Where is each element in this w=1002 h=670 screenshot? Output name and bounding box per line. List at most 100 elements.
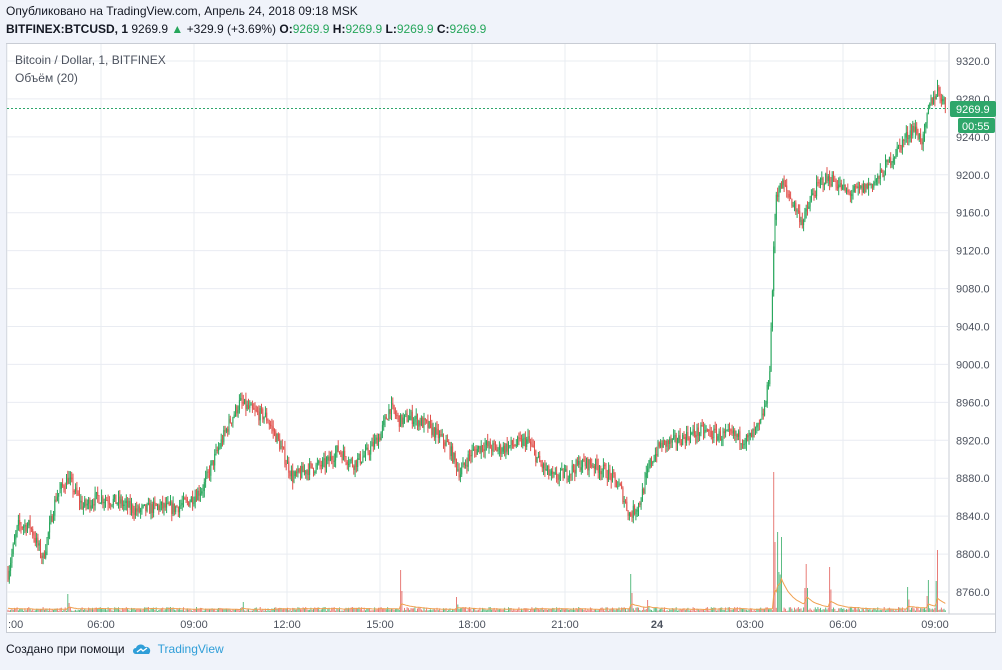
candle-body [102,496,104,504]
brand-link[interactable]: TradingView [131,642,224,656]
volume-bar [838,608,840,612]
volume-bar [423,607,425,612]
volume-bar [944,610,946,612]
volume-bar [518,607,520,612]
volume-bar [764,608,766,612]
candle-body [592,466,594,468]
candle-body [809,200,811,207]
volume-bar [916,607,918,612]
volume-bar [892,609,894,612]
candle-body [706,429,708,431]
volume-bar [926,596,928,612]
candle-body [666,440,668,447]
volume-bar [32,609,34,612]
volume-bar [511,610,513,612]
volume-bar [566,608,568,612]
volume-bar [504,607,506,612]
volume-bar [46,608,48,612]
volume-bar [489,607,491,612]
candle-body [233,414,235,418]
volume-bar [479,607,481,612]
time-tick-label: 12:00 [273,619,301,631]
candle-body [907,132,909,139]
candle-body [567,478,569,480]
volume-bar [106,610,108,612]
candle-body [363,455,365,457]
chart-frame[interactable] [6,43,996,633]
volume-bar [215,610,217,612]
candle-body [366,447,368,450]
time-tick-label: 09:00 [921,619,949,631]
volume-bar [560,609,561,612]
candle-body [510,440,512,446]
candle-body [193,502,195,505]
volume-bar [118,607,119,612]
volume-bar [142,609,144,612]
candle-body [704,429,706,434]
candle-body [456,460,457,470]
candle-body [346,462,348,465]
volume-bar [658,609,660,612]
candle-body [700,425,702,434]
volume-bar [111,610,113,612]
candle-body [131,505,132,510]
candle-body [688,437,690,441]
candle-body [180,504,182,507]
volume-bar [752,610,754,612]
volume-bar [301,609,303,612]
candle-body [12,544,14,554]
candle-body [40,543,41,556]
volume-bar [77,609,79,612]
volume-bar [901,607,903,612]
volume-bar [196,607,197,612]
candle-body [332,459,334,462]
candle-body [691,433,693,435]
candle-body [527,436,529,440]
volume-bar [214,608,216,612]
candle-body [528,436,530,442]
open-value: 9269.9 [292,22,330,36]
candle-body [540,462,542,465]
candle-body [415,415,417,419]
candle-body [911,130,912,136]
candle-body [198,490,200,496]
volume-bar [736,607,738,612]
volume-bar [758,608,760,612]
candle-body [164,503,166,508]
candle-body [310,463,312,465]
volume-bar [556,607,558,612]
series-legend[interactable]: Bitcoin / Dollar, 1, BITFINEX [15,53,166,67]
volume-bar [842,608,844,612]
low-label: L: [385,22,397,36]
candle-body [235,406,236,415]
candle-body [103,502,105,504]
volume-bar [549,609,551,612]
candle-body [696,427,698,438]
volume-bar [593,609,595,612]
volume-bar [795,609,797,612]
volume-bar [222,608,223,612]
volume-bar [839,608,841,612]
candle-body [331,456,333,460]
volume-bar [47,610,49,612]
volume-bar [21,609,23,612]
volume-bar [120,610,122,612]
candle-body [482,445,483,450]
candle-body [769,371,771,384]
volume-bar [875,610,877,612]
candle-body [661,442,663,448]
candle-body [437,429,439,439]
volume-legend[interactable]: Объём (20) [15,71,78,85]
candle-body [939,91,941,99]
candle-body [535,450,537,463]
candle-body [630,513,632,517]
candle-body [713,428,715,439]
volume-bar [475,610,477,612]
candle-body [579,460,581,471]
candle-body [571,465,573,474]
candle-body [484,445,486,452]
volume-bar [342,610,344,612]
candle-body [834,181,836,183]
volume-bar [452,609,454,612]
